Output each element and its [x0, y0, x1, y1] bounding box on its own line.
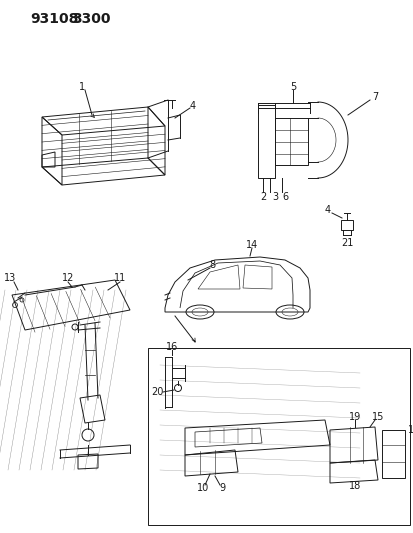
Text: 5: 5: [289, 82, 295, 92]
Text: 20: 20: [150, 387, 163, 397]
Text: 19: 19: [348, 412, 360, 422]
Text: 4: 4: [190, 101, 196, 111]
Text: 6: 6: [281, 192, 287, 202]
Text: 3300: 3300: [72, 12, 110, 26]
Text: 11: 11: [114, 273, 126, 283]
Text: 15: 15: [371, 412, 383, 422]
Text: 3: 3: [271, 192, 278, 202]
Text: 93108: 93108: [30, 12, 78, 26]
Text: 12: 12: [62, 273, 74, 283]
Text: 18: 18: [348, 481, 360, 491]
Text: 16: 16: [166, 342, 178, 352]
Text: 14: 14: [245, 240, 257, 250]
Text: 8: 8: [209, 260, 214, 270]
Text: 2: 2: [259, 192, 266, 202]
Text: 21: 21: [340, 238, 352, 248]
Bar: [147, 348, 409, 525]
Text: 9: 9: [218, 483, 225, 493]
Text: 7: 7: [371, 92, 377, 102]
Text: 17: 17: [407, 425, 413, 435]
Text: 13: 13: [4, 273, 16, 283]
Text: 4: 4: [324, 205, 330, 215]
Text: 1: 1: [79, 82, 85, 92]
Text: 10: 10: [197, 483, 209, 493]
